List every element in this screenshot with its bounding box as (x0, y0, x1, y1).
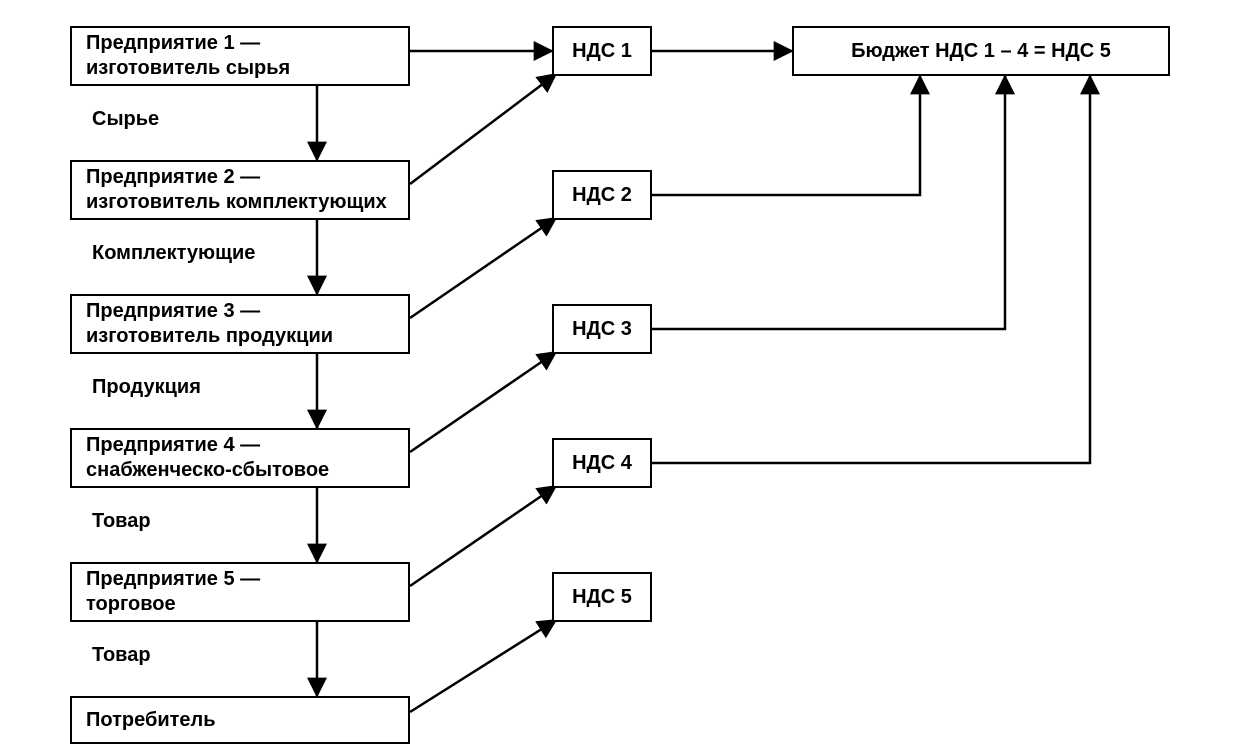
flow-label-product: Продукция (92, 376, 201, 399)
edge (652, 76, 1090, 463)
node-text: НДС 4 (572, 451, 632, 476)
diagram-canvas: Предприятие 1 —изготовитель сырья Предпр… (0, 0, 1237, 753)
node-text: Предприятие 1 —изготовитель сырья (86, 31, 290, 81)
node-text: Бюджет НДС 1 – 4 = НДС 5 (851, 39, 1111, 64)
node-consumer: Потребитель (70, 696, 410, 744)
flow-label-components: Комплектующие (92, 242, 255, 265)
edge (410, 486, 556, 586)
node-text: НДС 1 (572, 39, 632, 64)
edge (410, 352, 556, 452)
node-text: Потребитель (86, 708, 216, 733)
node-text: Предприятие 5 —торговое (86, 567, 260, 617)
edge (652, 76, 920, 195)
node-text: Предприятие 2 —изготовитель комплектующи… (86, 165, 387, 215)
node-vat-1: НДС 1 (552, 26, 652, 76)
edge (410, 620, 556, 712)
node-vat-4: НДС 4 (552, 438, 652, 488)
flow-label-raw: Сырье (92, 108, 159, 131)
node-budget: Бюджет НДС 1 – 4 = НДС 5 (792, 26, 1170, 76)
node-enterprise-4: Предприятие 4 —снабженческо-сбытовое (70, 428, 410, 488)
node-enterprise-5: Предприятие 5 —торговое (70, 562, 410, 622)
node-vat-5: НДС 5 (552, 572, 652, 622)
edge (410, 74, 556, 184)
node-enterprise-2: Предприятие 2 —изготовитель комплектующи… (70, 160, 410, 220)
node-enterprise-1: Предприятие 1 —изготовитель сырья (70, 26, 410, 86)
flow-label-goods-1: Товар (92, 510, 151, 533)
node-text: НДС 5 (572, 585, 632, 610)
node-enterprise-3: Предприятие 3 —изготовитель продукции (70, 294, 410, 354)
node-vat-2: НДС 2 (552, 170, 652, 220)
edge (652, 76, 1005, 329)
node-text: Предприятие 3 —изготовитель продукции (86, 299, 333, 349)
flow-label-goods-2: Товар (92, 644, 151, 667)
node-vat-3: НДС 3 (552, 304, 652, 354)
edge (410, 218, 556, 318)
node-text: НДС 2 (572, 183, 632, 208)
node-text: Предприятие 4 —снабженческо-сбытовое (86, 433, 329, 483)
node-text: НДС 3 (572, 317, 632, 342)
